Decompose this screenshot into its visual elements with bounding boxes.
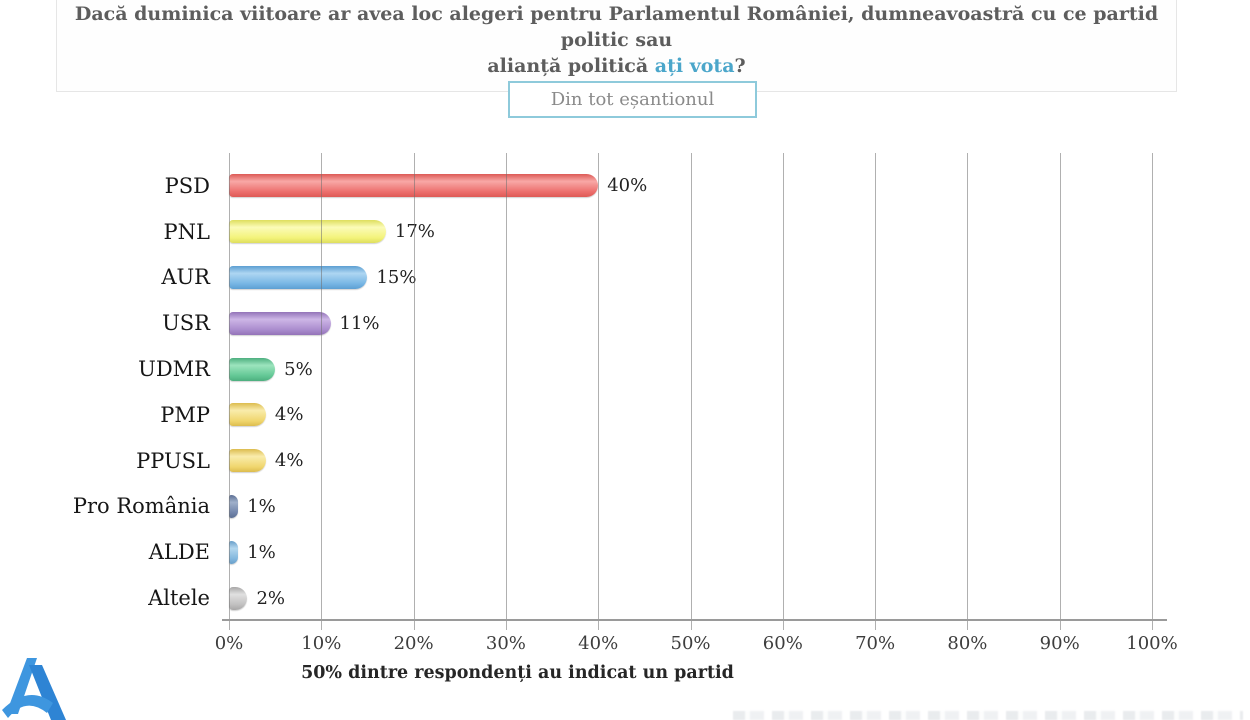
x-tick-label: 40%	[578, 633, 619, 654]
value-label: 40%	[607, 175, 648, 197]
question-title-line1: Dacă duminica viitoare ar avea loc alege…	[74, 3, 1159, 51]
x-tick-label: 30%	[485, 633, 526, 654]
bar	[229, 357, 276, 381]
question-title: Dacă duminica viitoare ar avea loc alege…	[56, 0, 1177, 92]
category-label: AUR	[161, 265, 210, 290]
x-tick-label: 80%	[947, 633, 988, 654]
value-label: 4%	[274, 450, 304, 472]
bar-row: UDMR 5%	[0, 346, 1152, 392]
avangarde-a-logo-icon	[2, 658, 66, 720]
question-title-line2: alianță politică ați vota?	[487, 55, 746, 77]
value-label: 15%	[376, 266, 417, 288]
category-label: PNL	[163, 219, 210, 244]
bar-track: 17%	[229, 209, 1152, 255]
x-tick-label: 100%	[1126, 633, 1178, 654]
cutoff-text-remnant	[733, 711, 1243, 720]
bar-track: 40%	[229, 163, 1152, 209]
bar-row: PMP 4%	[0, 392, 1152, 438]
category-label: PPUSL	[136, 448, 210, 473]
bar-track: 1%	[229, 529, 1152, 575]
x-tick-label: 90%	[1039, 633, 1080, 654]
bar-rows: PSD 40% PNL 17% AUR 15% USR 11% UDMR 5% PMP 4% PPUSL…	[0, 163, 1152, 621]
bar	[229, 449, 266, 473]
bar-row: PSD 40%	[0, 163, 1152, 209]
value-label: 1%	[247, 541, 276, 563]
bar-row: Pro România 1%	[0, 484, 1152, 530]
x-axis-line	[222, 619, 1167, 621]
x-tick-label: 0%	[214, 633, 244, 654]
category-label: USR	[162, 311, 210, 336]
sample-filter-label: Din tot eșantionul	[550, 89, 715, 110]
bar-chart: PSD 40% PNL 17% AUR 15% USR 11% UDMR 5% PMP 4% PPUSL…	[0, 153, 1170, 630]
value-label: 2%	[256, 587, 286, 609]
bar	[229, 540, 239, 564]
bar-track: 15%	[229, 255, 1152, 301]
x-tick-label: 50%	[670, 633, 711, 654]
category-label: ALDE	[148, 540, 210, 565]
value-label: 1%	[247, 495, 276, 517]
x-tick-label: 70%	[855, 633, 896, 654]
bar-row: PPUSL 4%	[0, 438, 1152, 484]
bar-track: 5%	[229, 346, 1152, 392]
value-label: 4%	[274, 404, 304, 426]
sample-filter-button[interactable]: Din tot eșantionul	[508, 81, 757, 118]
x-tick-label: 20%	[393, 633, 434, 654]
bar	[229, 220, 386, 244]
bar-track: 1%	[229, 484, 1152, 530]
bar	[229, 586, 248, 610]
bar	[229, 494, 239, 518]
bar	[229, 403, 266, 427]
bar-track: 4%	[229, 438, 1152, 484]
category-label: Altele	[148, 586, 210, 611]
bar	[229, 311, 331, 335]
bar-track: 11%	[229, 300, 1152, 346]
value-label: 17%	[394, 221, 435, 243]
bar-row: USR 11%	[0, 300, 1152, 346]
value-label: 11%	[339, 312, 380, 334]
bar	[229, 174, 599, 198]
highlighted-phrase: ați vota	[654, 55, 735, 77]
value-label: 5%	[284, 358, 313, 380]
gridline	[1152, 153, 1153, 630]
x-axis-tick-labels: 0% 10% 20% 30% 40% 50% 60% 70% 80% 90% 100%	[215, 633, 1178, 657]
bar-row: ALDE 1%	[0, 529, 1152, 575]
category-label: UDMR	[138, 357, 210, 382]
category-label: PSD	[164, 173, 210, 198]
bar	[229, 265, 368, 289]
x-tick-label: 10%	[301, 633, 342, 654]
bar-row: AUR 15%	[0, 255, 1152, 301]
category-label: PMP	[160, 402, 210, 427]
bar-track: 2%	[229, 575, 1152, 621]
bar-row: PNL 17%	[0, 209, 1152, 255]
chart-caption: 50% dintre respondenți au indicat un par…	[301, 663, 734, 683]
category-label: Pro România	[72, 494, 210, 519]
bar-track: 4%	[229, 392, 1152, 438]
bar-row: Altele 2%	[0, 575, 1152, 621]
x-tick-label: 60%	[762, 633, 803, 654]
